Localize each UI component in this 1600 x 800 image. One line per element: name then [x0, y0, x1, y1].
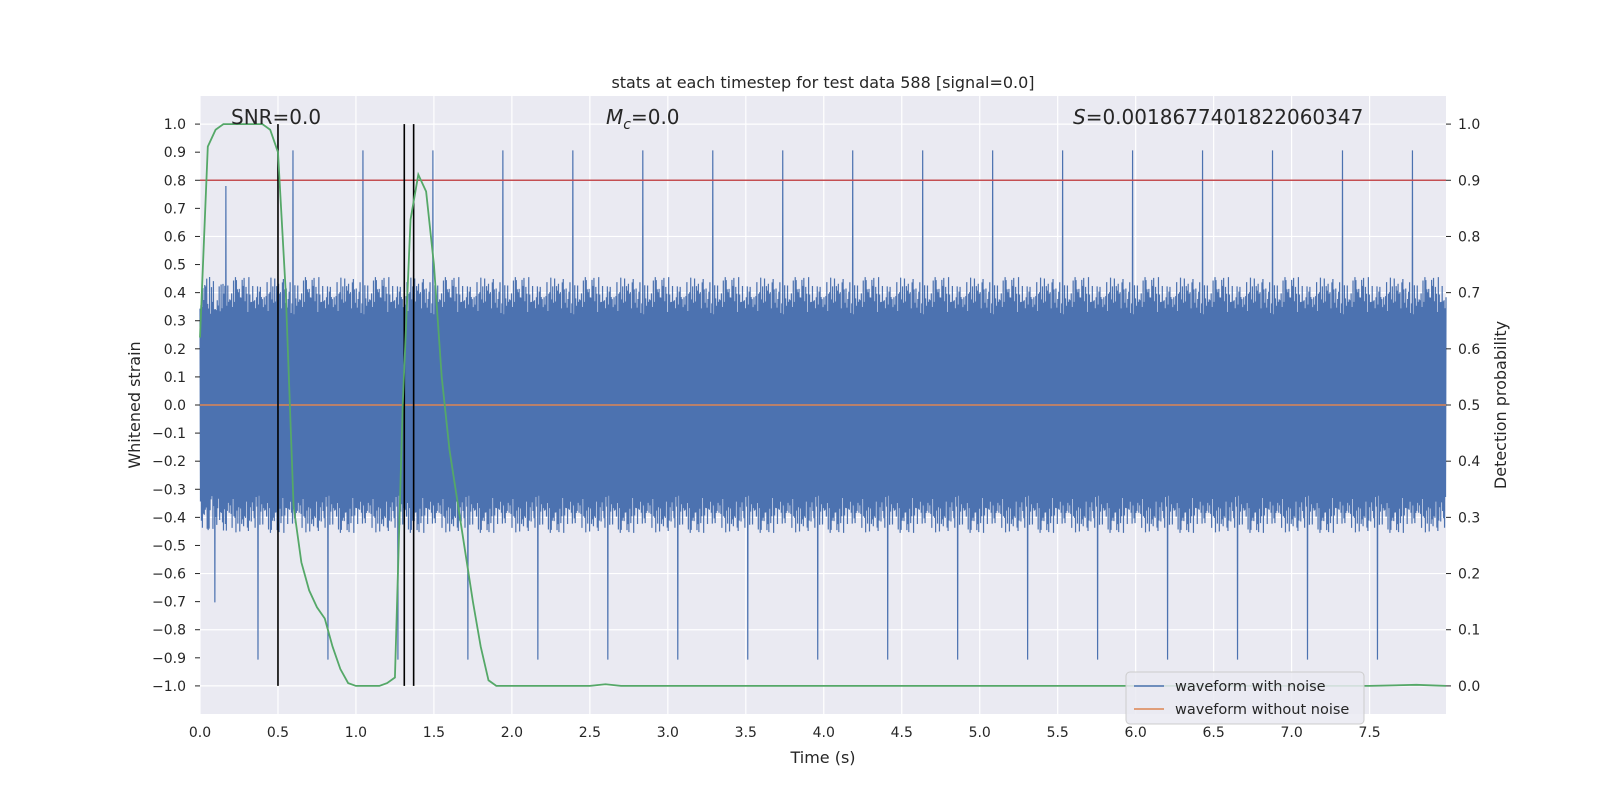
y-tick-label: 0.2 — [164, 342, 186, 358]
vertical-markers — [277, 124, 415, 686]
x-tick-label: 6.0 — [1125, 725, 1147, 741]
chirp-mass-symbol: M — [606, 105, 623, 129]
y2-tick-label: 0.4 — [1458, 454, 1480, 470]
y-tick-label: 0.3 — [164, 314, 186, 330]
chirp-mass-value: =0.0 — [631, 105, 680, 129]
y2-tick-label: 0.9 — [1458, 173, 1480, 189]
y-tick-label: −0.4 — [152, 510, 186, 526]
y-tick-label: 0.6 — [164, 229, 186, 245]
y-tick-label: −0.2 — [152, 454, 186, 470]
x-tick-label: 6.5 — [1203, 725, 1225, 741]
y2-tick-label: 0.8 — [1458, 229, 1480, 245]
x-tick-label: 0.5 — [267, 725, 289, 741]
y2-axis-ticks: 1.0 0.9 0.8 0.7 0.6 0.5 0.4 0.3 0.2 0.1 0.0 — [1446, 117, 1480, 695]
x-tick-label: 1.5 — [423, 725, 445, 741]
x-tick-label: 0.0 — [189, 725, 211, 741]
x-tick-label: 1.0 — [345, 725, 367, 741]
y-tick-label: 0.8 — [164, 173, 186, 189]
y2-axis-label: Detection probability — [1491, 321, 1510, 489]
y2-tick-label: 0.5 — [1458, 398, 1480, 414]
y-tick-label: −0.9 — [152, 651, 186, 667]
y-tick-label: −0.7 — [152, 595, 186, 611]
s-symbol: S — [1073, 105, 1086, 129]
x-tick-label: 7.0 — [1280, 725, 1302, 741]
s-value: =0.0018677401822060347 — [1086, 105, 1364, 129]
y-axis-ticks: 1.0 0.9 0.8 0.7 0.6 0.5 0.4 0.3 0.2 0.1 0.0 −0.1 −0.… — [152, 117, 200, 695]
chirp-mass-annotation: Mc=0.0 — [606, 105, 680, 133]
y-tick-label: −1.0 — [152, 679, 186, 695]
y-tick-label: −0.1 — [152, 426, 186, 442]
x-tick-label: 7.5 — [1358, 725, 1380, 741]
y-tick-label: −0.6 — [152, 567, 186, 583]
x-tick-label: 4.0 — [813, 725, 835, 741]
y-tick-label: 0.7 — [164, 201, 186, 217]
y-tick-label: 0.0 — [164, 398, 186, 414]
s-annotation: S=0.0018677401822060347 — [1073, 105, 1363, 129]
legend-label-clean: waveform without noise — [1175, 702, 1349, 718]
x-tick-label: 3.0 — [657, 725, 679, 741]
y2-tick-label: 1.0 — [1458, 117, 1480, 133]
chirp-mass-subscript: c — [623, 117, 631, 133]
waveform-with-noise-series — [199, 150, 1447, 660]
legend-label-noise: waveform with noise — [1175, 679, 1326, 695]
y-tick-label: −0.3 — [152, 482, 186, 498]
x-tick-label: 5.5 — [1047, 725, 1069, 741]
y2-tick-label: 0.1 — [1458, 623, 1480, 639]
y2-tick-label: 0.2 — [1458, 567, 1480, 583]
snr-annotation: SNR=0.0 — [231, 105, 321, 129]
chart-title: stats at each timestep for test data 588… — [611, 73, 1034, 92]
y-tick-label: 0.5 — [164, 258, 186, 274]
y-tick-label: −0.5 — [152, 538, 186, 554]
y-axis-label: Whitened strain — [125, 341, 144, 468]
y2-tick-label: 0.0 — [1458, 679, 1480, 695]
y-tick-label: 1.0 — [164, 117, 186, 133]
y2-tick-label: 0.6 — [1458, 342, 1480, 358]
waveform-with-noise-path — [199, 150, 1447, 660]
y-tick-label: 0.4 — [164, 286, 186, 302]
legend: waveform with noise waveform without noi… — [1125, 671, 1365, 725]
y-tick-label: −0.8 — [152, 623, 186, 639]
y-tick-label: 0.1 — [164, 370, 186, 386]
detection-probability-line — [199, 123, 1447, 687]
x-tick-label: 5.0 — [969, 725, 991, 741]
y2-tick-label: 0.7 — [1458, 286, 1480, 302]
y2-tick-label: 0.3 — [1458, 510, 1480, 526]
x-tick-label: 2.5 — [579, 725, 601, 741]
legend-box — [1125, 671, 1365, 725]
x-tick-label: 2.0 — [501, 725, 523, 741]
x-axis-label: Time (s) — [789, 748, 855, 767]
y-tick-label: 0.9 — [164, 145, 186, 161]
x-axis-ticks: 0.0 0.5 1.0 1.5 2.0 2.5 3.0 3.5 4.0 4.5 5.0 5.5 6.0 6… — [189, 725, 1381, 741]
x-tick-label: 3.5 — [735, 725, 757, 741]
x-tick-label: 4.5 — [891, 725, 913, 741]
